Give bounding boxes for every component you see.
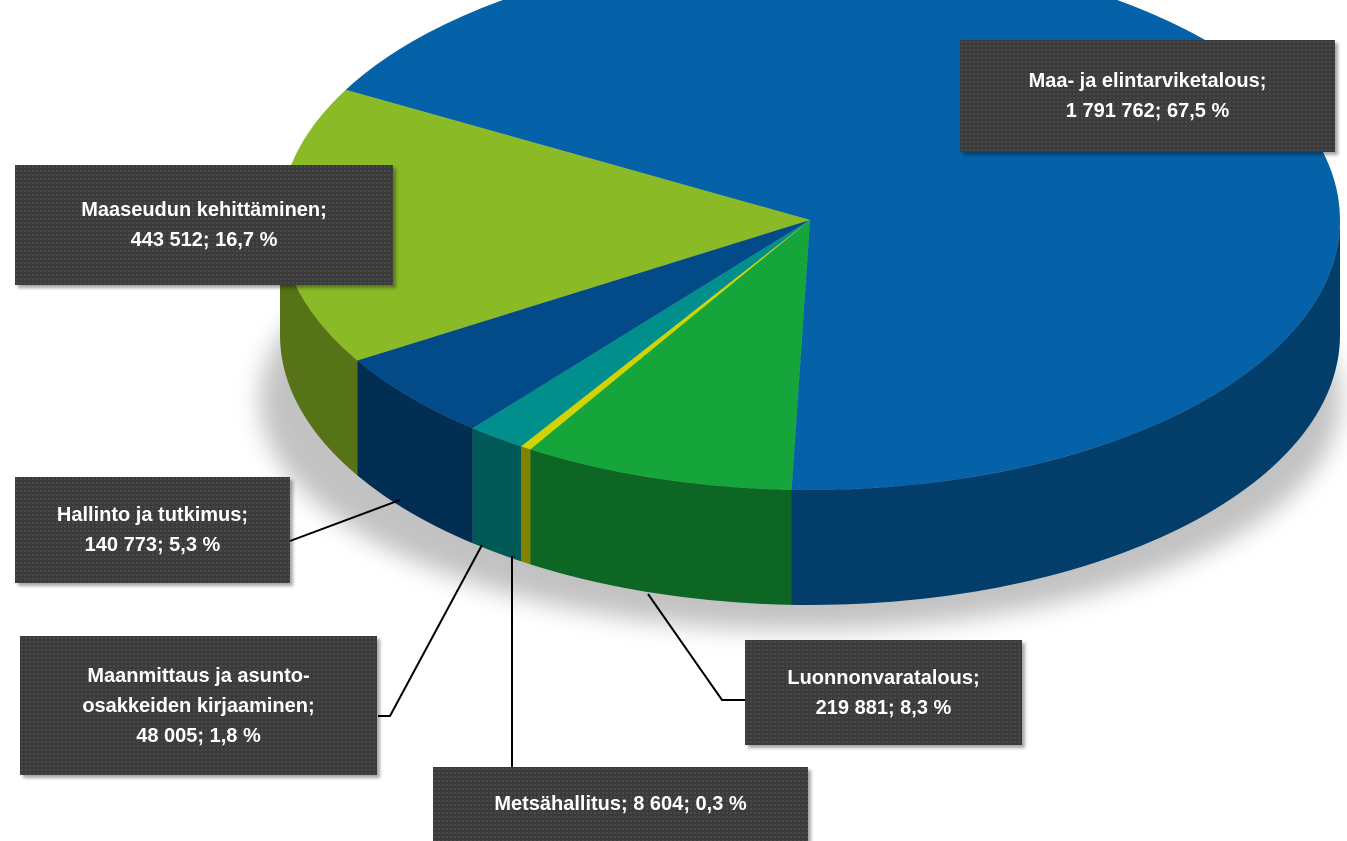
data-label: Maanmittaus ja asunto-osakkeiden kirjaam… [20,636,377,775]
data-label: Maa- ja elintarviketalous1 791 76267,5 % [960,40,1335,152]
leader-line [378,544,483,717]
slice [530,220,810,490]
data-label: Luonnonvaratalous219 8818,3 % [745,640,1022,745]
slice-side [357,360,473,544]
leader-line [289,499,401,542]
data-label: Metsähallitus 8 6040,3 % [433,767,808,841]
sides [280,220,1341,605]
slice [521,220,810,450]
data-label: Maaseudun kehittäminen443 51216,7 % [15,165,393,285]
slice [280,89,810,361]
leaders [289,499,745,767]
slice-side [472,428,522,562]
slice-side [791,220,1341,605]
slice-side [280,220,358,476]
leader-line [647,593,745,701]
slice-side [530,449,792,605]
slice [472,220,810,447]
data-label: Hallinto ja tutkimus140 7735,3 % [15,477,290,583]
slice [357,220,810,429]
slice-side [521,446,531,565]
